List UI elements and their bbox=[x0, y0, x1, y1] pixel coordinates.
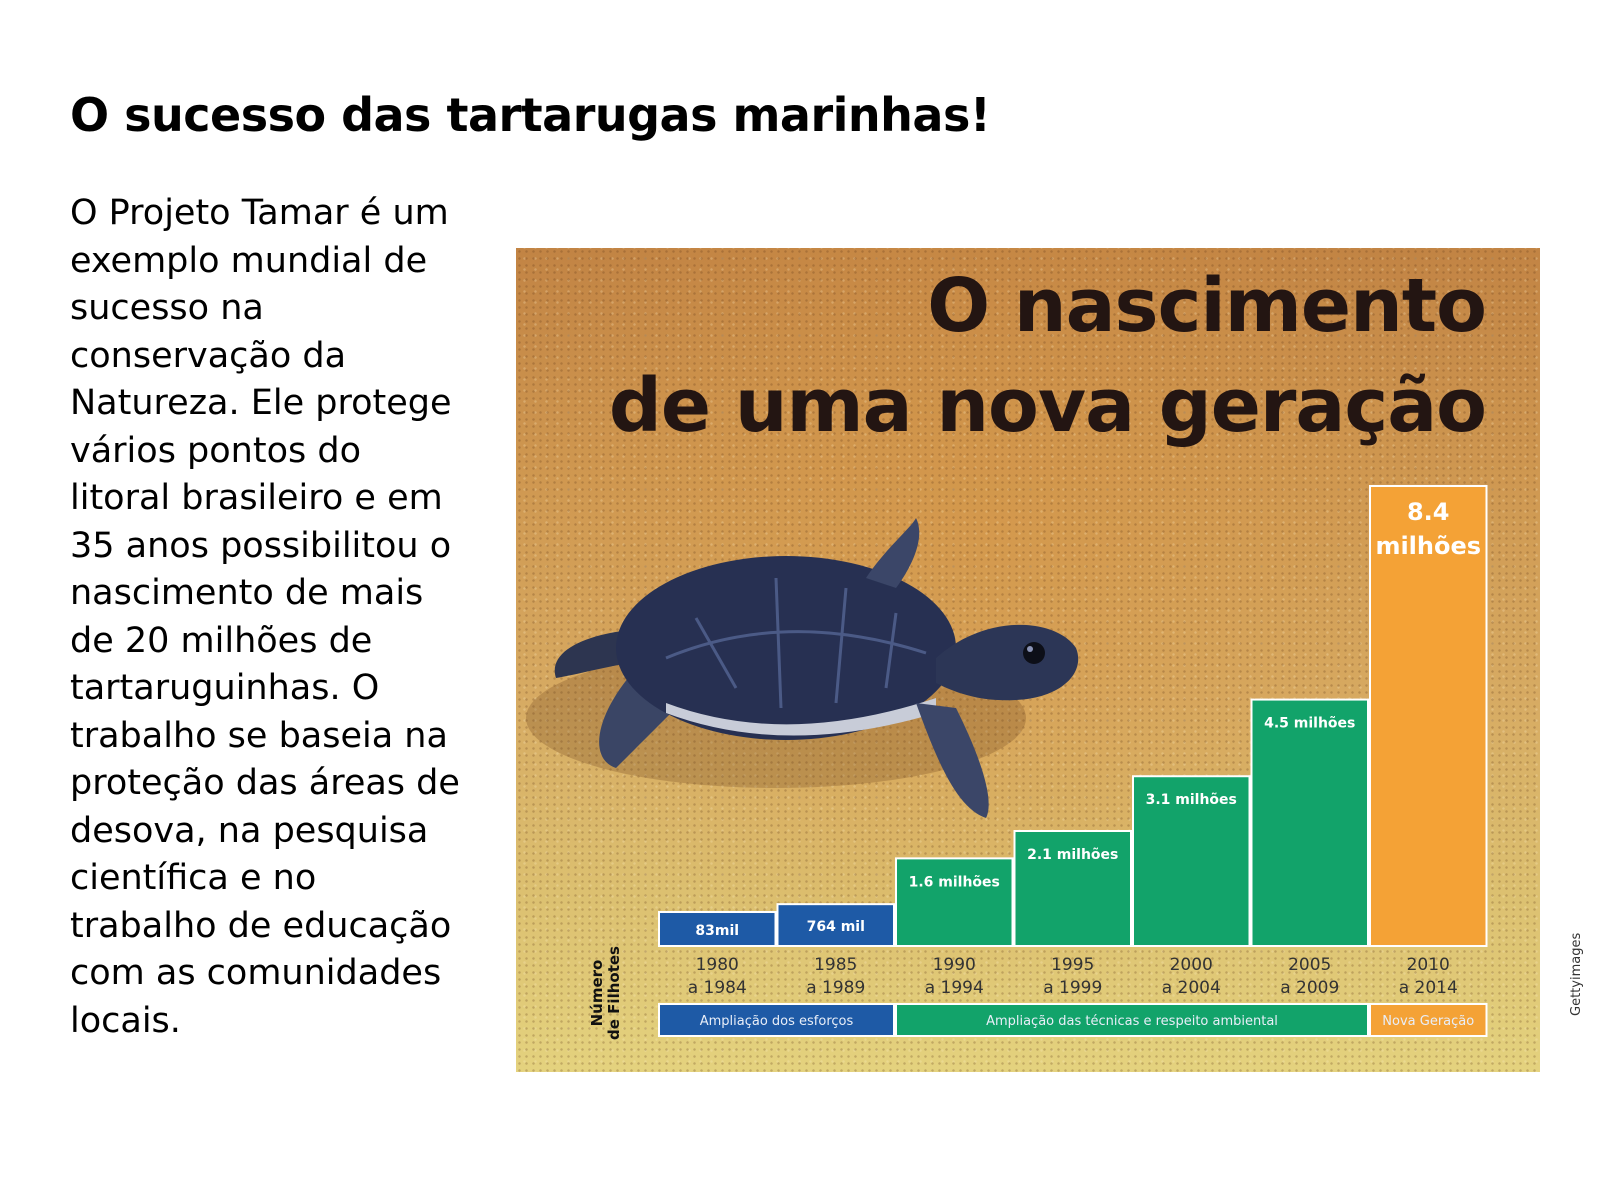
x-tick-2010-line-1: 2010 bbox=[1407, 955, 1450, 975]
bar-1980 bbox=[658, 911, 777, 947]
x-tick-2010-line-2: a 2014 bbox=[1399, 978, 1458, 998]
phase-band-3 bbox=[1369, 1003, 1488, 1037]
phase-label-2: Ampliação das técnicas e respeito ambien… bbox=[986, 1014, 1278, 1029]
x-tick-2000-line-2: a 2004 bbox=[1162, 978, 1221, 998]
data-label-2010-1: 8.4 bbox=[1407, 498, 1450, 526]
body-paragraph: O Projeto Tamar é um exemplo mundial de … bbox=[70, 193, 460, 1041]
data-label-2000: 3.1 milhões bbox=[1146, 792, 1237, 808]
data-label-2005: 4.5 milhões bbox=[1264, 716, 1355, 732]
chart-title: O nascimento de uma nova geração bbox=[608, 256, 1487, 456]
phase-band-2 bbox=[895, 1003, 1369, 1037]
turtle-hatchling-illustration bbox=[526, 518, 1079, 818]
phase-label-1: Ampliação dos esforços bbox=[700, 1014, 854, 1029]
bar-chart: 83mil 1980 a 1984 764 mil 1985 a 1989 1.6 milh… bbox=[658, 485, 1488, 1037]
chart-title-line-1: O nascimento bbox=[927, 263, 1487, 349]
data-label-1985: 764 mil bbox=[807, 919, 865, 935]
x-tick-2005-line-2: a 2009 bbox=[1280, 978, 1339, 998]
x-tick-2005-line-1: 2005 bbox=[1288, 955, 1331, 975]
bar-2005 bbox=[1250, 698, 1369, 948]
bar-1985 bbox=[776, 903, 895, 948]
x-tick-1985-line-1: 1985 bbox=[814, 955, 857, 975]
chart-title-line-2: de uma nova geração bbox=[608, 363, 1487, 449]
data-label-1995: 2.1 milhões bbox=[1027, 847, 1118, 863]
phase-band-1 bbox=[658, 1003, 895, 1037]
data-label-1990: 1.6 milhões bbox=[909, 874, 1000, 890]
data-label-1980: 83mil bbox=[695, 923, 739, 939]
infographic-image: O nascimento de uma nova geração Número … bbox=[516, 248, 1540, 1072]
x-tick-1985-line-2: a 1989 bbox=[806, 978, 865, 998]
x-tick-2000-line-1: 2000 bbox=[1170, 955, 1213, 975]
x-tick-1990-line-2: a 1994 bbox=[925, 978, 984, 998]
bar-2000 bbox=[1132, 775, 1251, 947]
bar-2010 bbox=[1369, 485, 1488, 947]
x-tick-1995-line-1: 1995 bbox=[1051, 955, 1094, 975]
data-label-2010-2: milhões bbox=[1375, 532, 1481, 560]
x-tick-1980-line-1: 1980 bbox=[696, 955, 739, 975]
slide-title: O sucesso das tartarugas marinhas! bbox=[70, 88, 991, 142]
phase-label-3: Nova Geração bbox=[1382, 1014, 1474, 1029]
x-tick-1995-line-2: a 1999 bbox=[1043, 978, 1102, 998]
bar-1990 bbox=[895, 857, 1014, 948]
x-tick-1990-line-1: 1990 bbox=[933, 955, 976, 975]
bar-1995 bbox=[1013, 830, 1132, 947]
image-credit: Gettyimages bbox=[1569, 932, 1584, 1016]
x-tick-1980-line-2: a 1984 bbox=[688, 978, 747, 998]
